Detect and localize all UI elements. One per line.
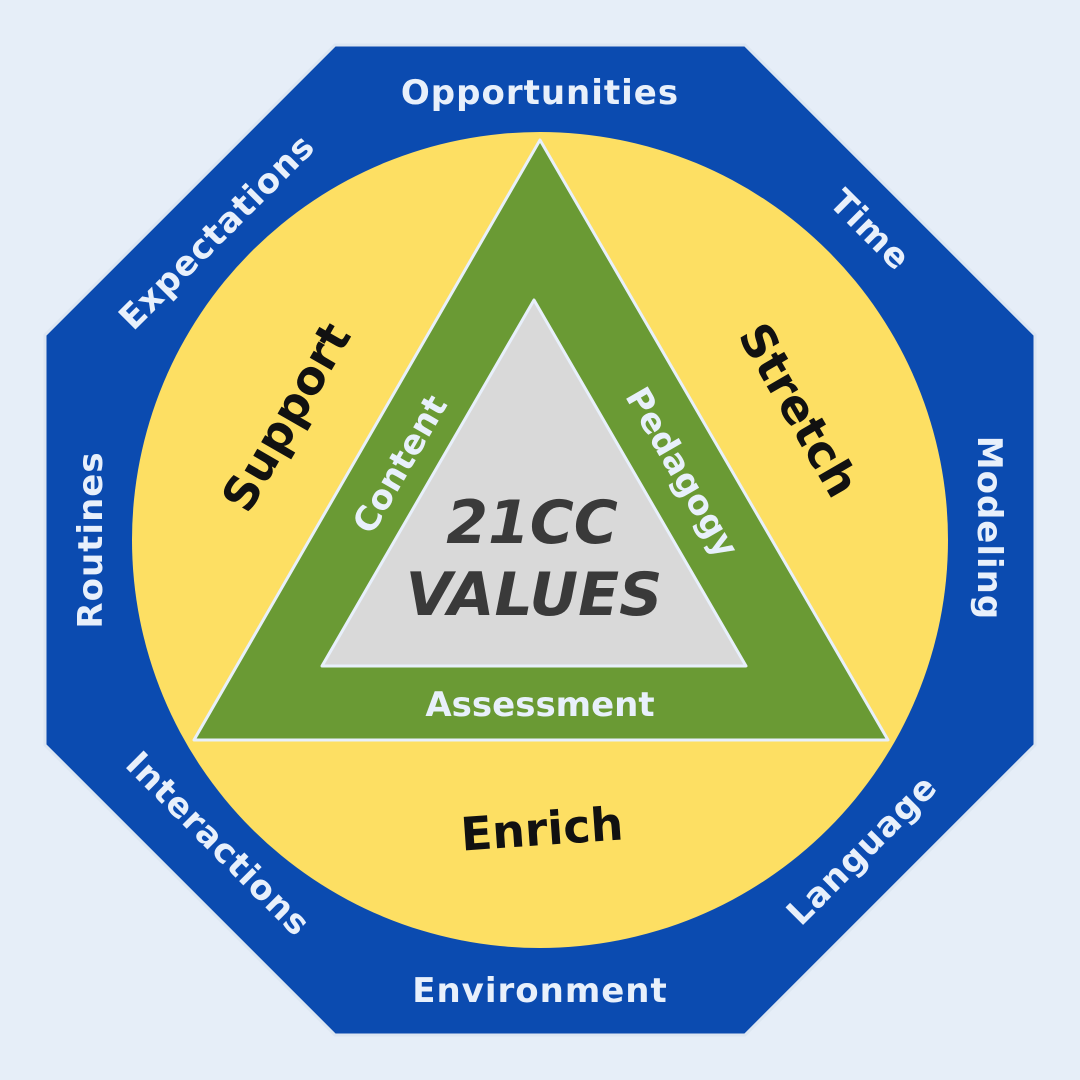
core-title-line2: VALUES: [406, 560, 663, 630]
label-environment: Environment: [412, 971, 668, 1011]
label-opportunities: Opportunities: [401, 73, 679, 113]
core-title-line1: 21CC: [446, 488, 618, 558]
label-enrich: Enrich: [459, 796, 625, 861]
label-assessment: Assessment: [425, 685, 654, 725]
label-routines: Routines: [71, 451, 111, 628]
label-modeling: Modeling: [969, 436, 1009, 620]
core-triangle: [320, 298, 748, 668]
